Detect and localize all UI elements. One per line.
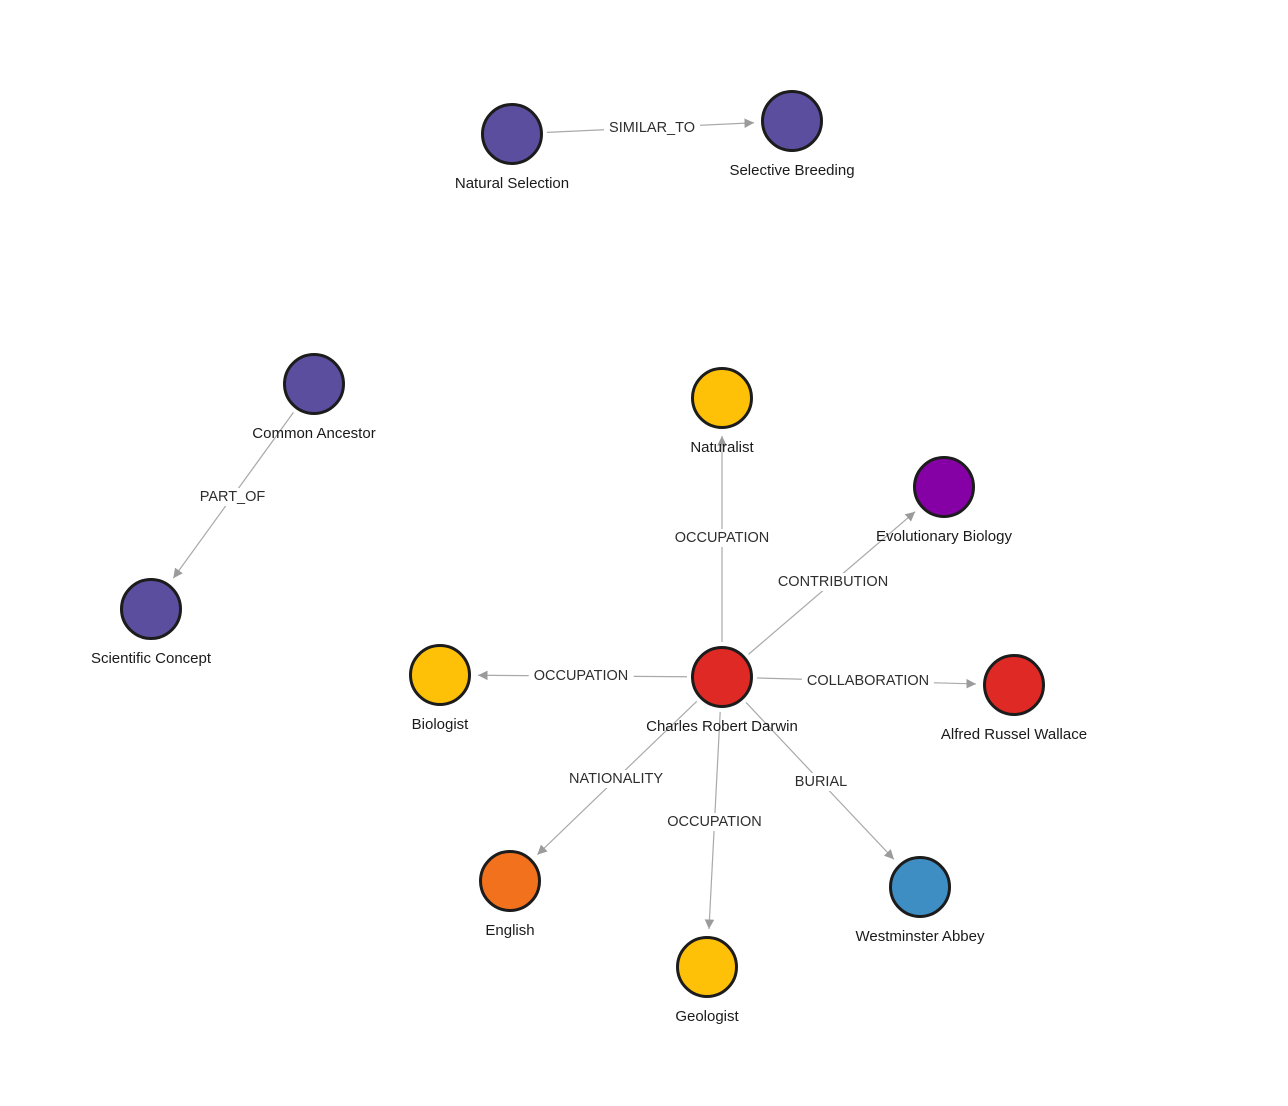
node-label-charles-robert-darwin: Charles Robert Darwin bbox=[646, 718, 798, 735]
node-geologist[interactable] bbox=[676, 936, 738, 998]
relationship-label-common-ancestor-scientific-concept[interactable]: PART_OF bbox=[194, 487, 271, 506]
relationship-label-charles-robert-darwin-english[interactable]: NATIONALITY bbox=[564, 770, 668, 788]
node-label-evolutionary-biology: Evolutionary Biology bbox=[876, 528, 1012, 545]
relationship-label-charles-robert-darwin-geologist[interactable]: OCCUPATION bbox=[662, 813, 767, 831]
node-naturalist[interactable] bbox=[691, 367, 753, 429]
node-charles-robert-darwin[interactable] bbox=[691, 646, 753, 708]
node-biologist[interactable] bbox=[409, 644, 471, 706]
node-selective-breeding[interactable] bbox=[761, 90, 823, 152]
node-label-naturalist: Naturalist bbox=[690, 439, 754, 456]
relationship-label-natural-selection-selective-breeding[interactable]: SIMILAR_TO bbox=[604, 118, 700, 137]
node-alfred-russel-wallace[interactable] bbox=[983, 654, 1045, 716]
node-scientific-concept[interactable] bbox=[120, 578, 182, 640]
relationship-label-charles-robert-darwin-biologist[interactable]: OCCUPATION bbox=[528, 667, 634, 685]
node-label-natural-selection: Natural Selection bbox=[454, 175, 570, 192]
node-common-ancestor[interactable] bbox=[283, 353, 345, 415]
node-label-english: English bbox=[485, 922, 535, 939]
node-english[interactable] bbox=[479, 850, 541, 912]
relationship-label-charles-robert-darwin-naturalist[interactable]: OCCUPATION bbox=[669, 528, 775, 547]
node-evolutionary-biology[interactable] bbox=[913, 456, 975, 518]
node-label-common-ancestor: Common Ancestor bbox=[252, 425, 376, 442]
node-natural-selection[interactable] bbox=[481, 103, 543, 165]
node-label-biologist: Biologist bbox=[411, 716, 469, 733]
node-label-alfred-russel-wallace: Alfred Russel Wallace bbox=[940, 726, 1088, 743]
node-label-selective-breeding: Selective Breeding bbox=[729, 162, 855, 179]
relationship-label-charles-robert-darwin-evolutionary-biology[interactable]: CONTRIBUTION bbox=[772, 573, 894, 591]
node-westminster-abbey[interactable] bbox=[889, 856, 951, 918]
relationship-label-charles-robert-darwin-alfred-russel-wallace[interactable]: COLLABORATION bbox=[801, 672, 935, 690]
node-label-geologist: Geologist bbox=[675, 1008, 739, 1025]
node-label-westminster-abbey: Westminster Abbey bbox=[855, 928, 985, 945]
relationship-label-charles-robert-darwin-westminster-abbey[interactable]: BURIAL bbox=[789, 773, 853, 791]
node-label-scientific-concept: Scientific Concept bbox=[90, 650, 212, 667]
